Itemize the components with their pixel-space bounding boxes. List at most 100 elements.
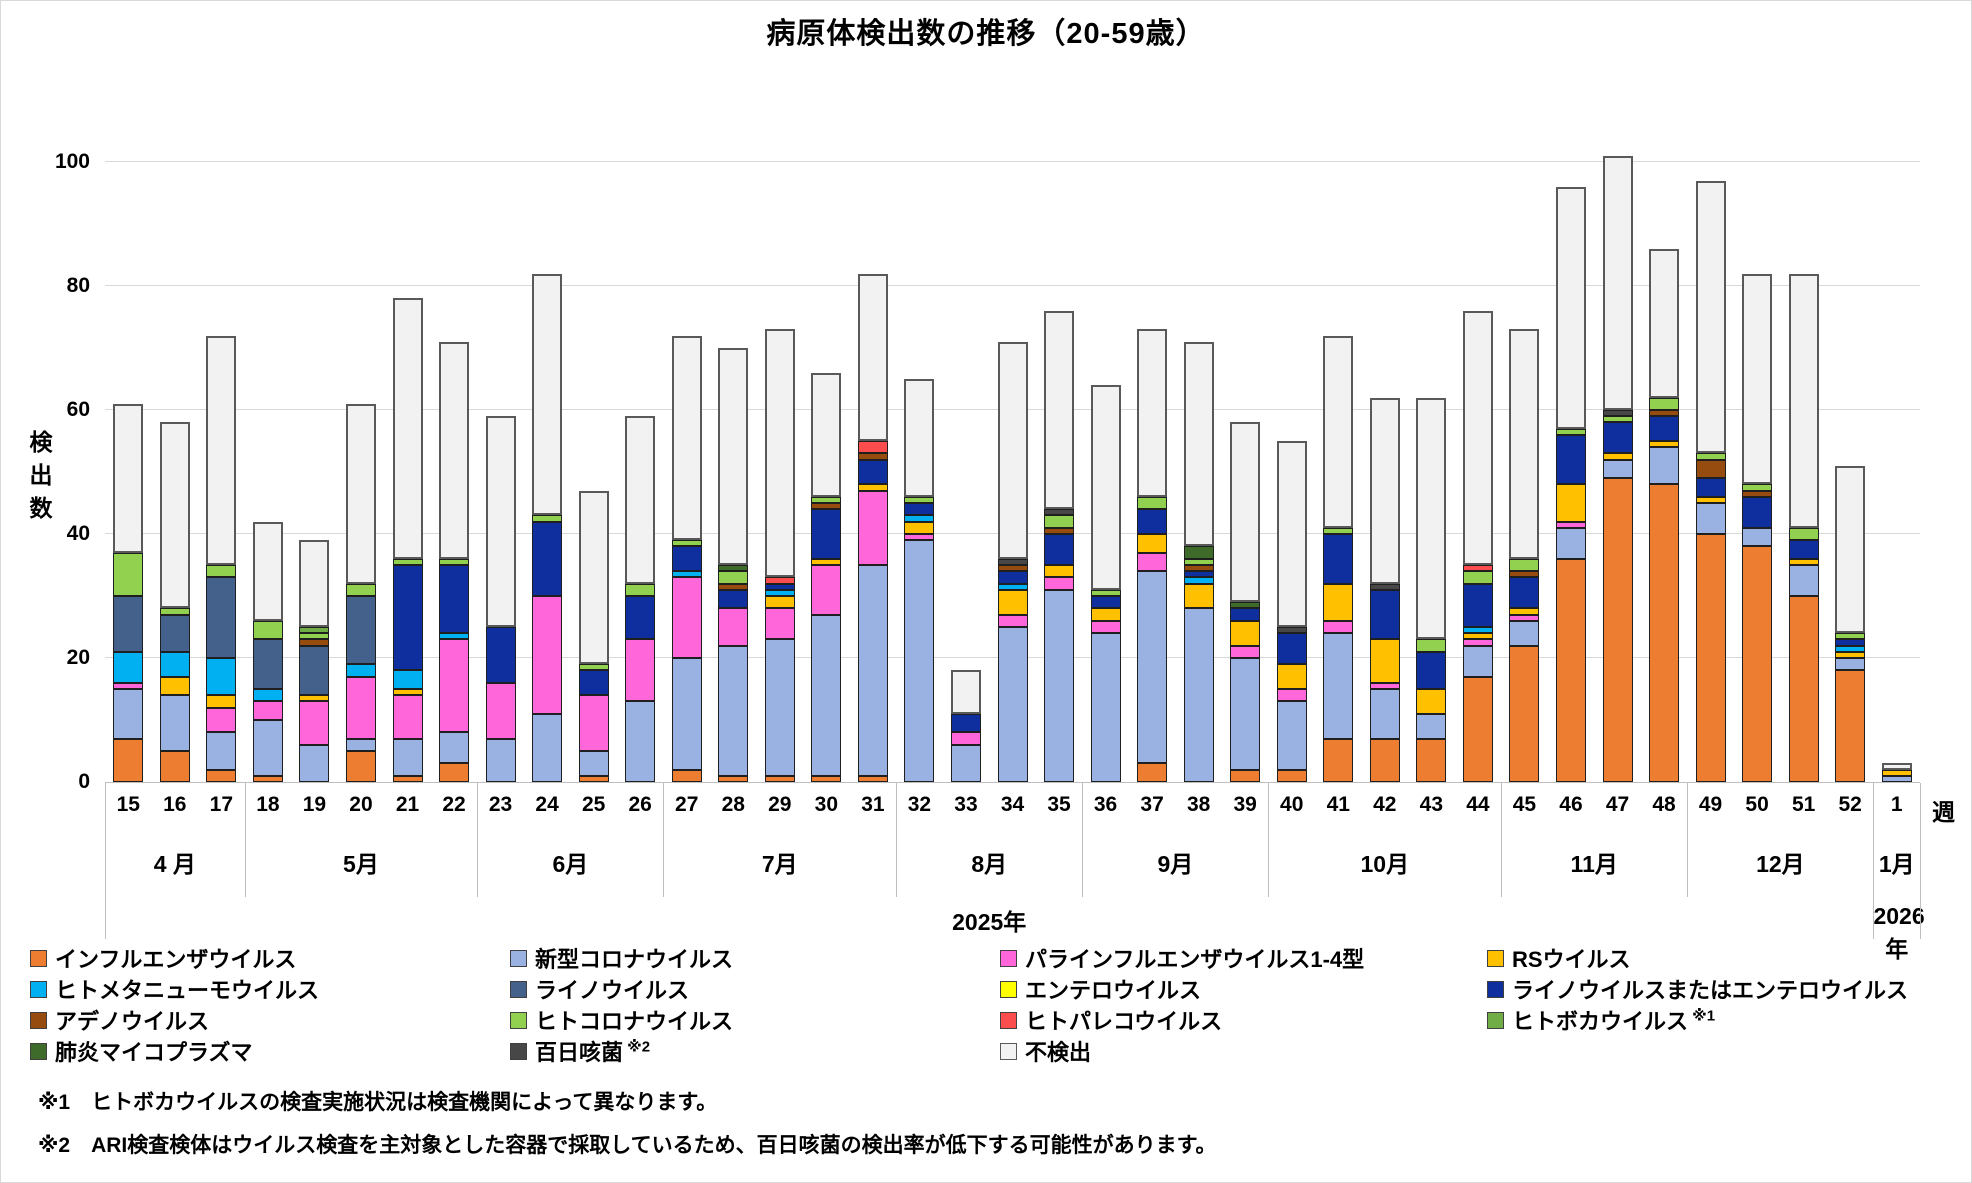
- bar-week-49-rhino_or_entero: [1695, 478, 1726, 497]
- bar-week-30-not_detected: [811, 372, 842, 497]
- legend: インフルエンザウイルス ヒトメタニューモウイルス アデノウイルス 肺炎マイコプラズマ 新…: [0, 940, 1972, 1070]
- bar-week-26-not_detected: [625, 416, 656, 584]
- legend-label-hcov: ヒトコロナウイルス: [535, 1009, 734, 1034]
- month-divider: [896, 783, 898, 897]
- bar-week-36-parainfluenza_1_4: [1090, 620, 1121, 634]
- bar-week-50-sars_cov_2: [1742, 527, 1773, 547]
- bar-week-32-not_detected: [904, 379, 935, 497]
- legend-item-parainfluenza_1_4: パラインフルエンザウイルス1-4型: [1000, 945, 1365, 972]
- bar-week-28-hcov: [718, 571, 749, 584]
- bar-week-41-sars_cov_2: [1323, 633, 1354, 739]
- legend-label-parainfluenza_1_4: パラインフルエンザウイルス1-4型: [1025, 947, 1365, 972]
- legend-swatch-bocavirus: [1487, 1011, 1504, 1029]
- bar-week-52-rsv: [1835, 651, 1866, 658]
- bar-week-20-hcov: [345, 583, 376, 596]
- bar-week-37-not_detected: [1137, 329, 1168, 497]
- bar-week-19-parainfluenza_1_4: [299, 701, 330, 745]
- bar-week-31-not_detected: [857, 273, 888, 441]
- bar-week-50-influenza: [1742, 546, 1773, 782]
- year-divider: [1873, 897, 1875, 939]
- bar-week-47-hcov: [1602, 416, 1633, 423]
- bar-week-38-adenovirus: [1183, 565, 1214, 572]
- bar-week-50-rhino_or_entero: [1742, 496, 1773, 528]
- bar-week-28-mycoplasma: [718, 565, 749, 572]
- bar-week-25-sars_cov_2: [578, 751, 609, 776]
- legend-label-rhino_or_entero: ライノウイルスまたはエンテロウイルス: [1512, 978, 1909, 1003]
- footnotes: ※1 ヒトボカウイルスの検査実施状況は検査機関によって異なります。 ※2 ARI…: [38, 1086, 1217, 1172]
- y-tick-label-40: 40: [66, 522, 90, 545]
- month-label-11月: 11月: [1570, 851, 1618, 877]
- bar-week-17-parainfluenza_1_4: [206, 707, 237, 733]
- legend-swatch-influenza: [30, 949, 47, 967]
- legend-label-not_detected: 不検出: [1025, 1040, 1092, 1065]
- week-label-32: 32: [907, 793, 932, 816]
- bar-week-29-rsv: [764, 596, 795, 609]
- week-label-41: 41: [1326, 793, 1350, 816]
- legend-label-hmpv: ヒトメタニューモウイルス: [55, 978, 320, 1003]
- bar-week-28-sars_cov_2: [718, 645, 749, 776]
- bar-week-19-adenovirus: [299, 639, 330, 646]
- bar-week-44-parechovirus: [1462, 565, 1493, 572]
- bar-week-35-rsv: [1044, 565, 1075, 578]
- week-label-15: 15: [116, 793, 140, 816]
- month-label-10月: 10月: [1360, 851, 1410, 877]
- bar-week-44-hmpv: [1462, 627, 1493, 634]
- legend-swatch-not_detected: [1000, 1042, 1017, 1060]
- bar-week-30-adenovirus: [811, 503, 842, 510]
- bar-week-16-not_detected: [159, 422, 190, 609]
- bar-week-23-parainfluenza_1_4: [485, 682, 516, 739]
- bar-week-40-not_detected: [1276, 441, 1307, 627]
- bar-week-22-influenza: [439, 763, 470, 782]
- bar-week-39-parainfluenza_1_4: [1230, 645, 1261, 658]
- bar-week-24-parainfluenza_1_4: [532, 596, 563, 714]
- bar-week-29-parainfluenza_1_4: [764, 608, 795, 640]
- bar-week-45-hcov: [1509, 558, 1540, 572]
- bar-week-30-hcov: [811, 496, 842, 503]
- y-tick-label-0: 0: [78, 770, 90, 793]
- bar-week-15-influenza: [113, 738, 144, 782]
- bar-week-49-hcov: [1695, 453, 1726, 460]
- bar-week-19-not_detected: [299, 540, 330, 627]
- footnote-1: ※1 ヒトボカウイルスの検査実施状況は検査機関によって異なります。: [38, 1091, 718, 1114]
- bar-week-45-rsv: [1509, 608, 1540, 615]
- bar-week-49-adenovirus: [1695, 459, 1726, 479]
- bar-week-45-influenza: [1509, 645, 1540, 782]
- bar-week-17-sars_cov_2: [206, 732, 237, 770]
- bar-week-18-influenza: [252, 775, 283, 782]
- bar-week-18-rhinovirus: [252, 639, 283, 689]
- bar-week-16-hmpv: [159, 651, 190, 677]
- bar-week-34-sars_cov_2: [997, 627, 1028, 782]
- bar-week-26-sars_cov_2: [625, 701, 656, 782]
- week-label-50: 50: [1745, 793, 1769, 816]
- month-divider: [1268, 783, 1270, 897]
- footnote-2: ※2 ARI検査検体はウイルス検査を主対象とした容器で採取しているため、百日咳菌…: [38, 1134, 1217, 1157]
- legend-swatch-mycoplasma: [30, 1042, 47, 1060]
- bar-week-42-rhino_or_entero: [1369, 589, 1400, 640]
- legend-swatch-parainfluenza_1_4: [1000, 949, 1017, 967]
- bar-week-34-hmpv: [997, 583, 1028, 590]
- bar-week-18-not_detected: [252, 521, 283, 621]
- bar-week-49-not_detected: [1695, 180, 1726, 454]
- week-label-47: 47: [1605, 793, 1630, 816]
- plot-area: [105, 155, 1920, 783]
- legend-swatch-rsv: [1487, 949, 1504, 967]
- bar-week-39-rhino_or_entero: [1230, 608, 1261, 621]
- bar-week-41-parainfluenza_1_4: [1323, 620, 1354, 634]
- bar-week-38-hcov: [1183, 558, 1214, 565]
- bar-week-27-parainfluenza_1_4: [671, 577, 702, 658]
- bar-week-28-rhino_or_entero: [718, 589, 749, 609]
- bar-week-41-not_detected: [1323, 335, 1354, 528]
- year-label-2026年: 2026年: [1873, 903, 1925, 962]
- y-tick-label-60: 60: [66, 398, 90, 421]
- bar-week-43-rsv: [1416, 689, 1447, 714]
- bar-week-29-hmpv: [764, 589, 795, 596]
- week-label-34: 34: [1000, 793, 1025, 816]
- bar-week-33-not_detected: [950, 670, 981, 714]
- bar-week-48-sars_cov_2: [1649, 447, 1680, 485]
- bar-week-37-influenza: [1137, 763, 1168, 782]
- bar-week-32-sars_cov_2: [904, 540, 935, 782]
- bar-week-24-rhino_or_entero: [532, 521, 563, 596]
- bar-week-51-not_detected: [1788, 273, 1819, 528]
- legend-item-pertussis: 百日咳菌 ※2: [510, 1038, 650, 1065]
- legend-swatch-sars_cov_2: [510, 949, 527, 967]
